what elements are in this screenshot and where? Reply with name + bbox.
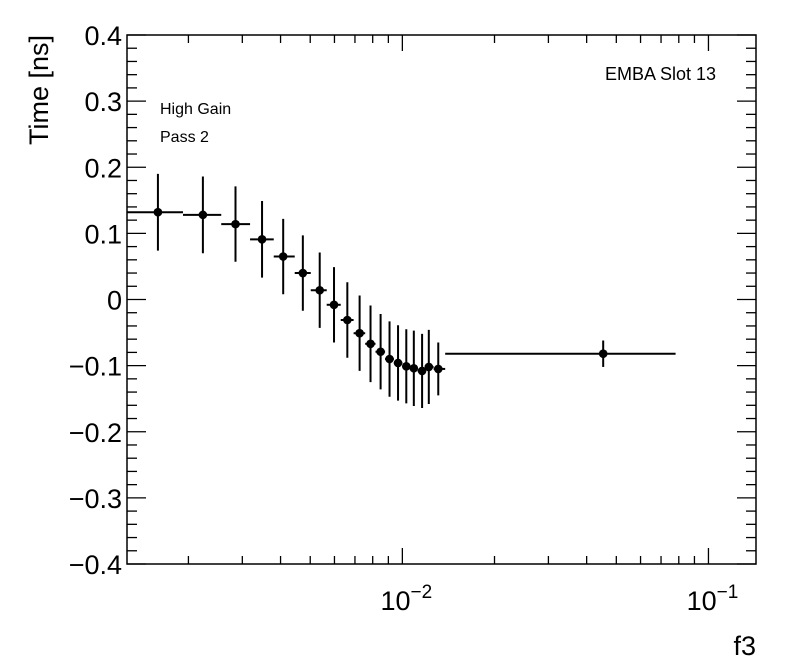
data-point [340,282,354,358]
point-marker [401,361,411,371]
data-point [417,333,427,408]
data-point [127,173,183,251]
point-marker [198,210,208,220]
y-tick-label: 0.4 [84,21,122,51]
point-marker [409,363,419,373]
data-point [409,330,419,406]
y-tick-label: −0.2 [69,418,122,448]
data-point [294,235,311,311]
y-axis-title: Time [ns] [24,35,54,145]
point-marker [343,315,352,325]
y-tick-label: 0.2 [84,153,122,183]
point-marker [298,268,308,278]
point-marker [278,252,288,261]
x-tick-label: 10−2 [381,582,433,616]
data-point [353,295,366,371]
data-point [310,252,327,328]
data-point [401,329,411,404]
y-tick-label: −0.1 [69,352,122,382]
y-tick-label: −0.3 [69,484,122,514]
point-marker [329,300,339,310]
data-point [385,321,394,397]
point-marker [231,219,240,229]
y-tick-label: 0.1 [84,219,122,249]
y-tick-labels: −0.4 −0.3 −0.2 −0.1 0 0.1 0.2 0.3 0.4 [69,21,122,580]
point-marker [376,347,385,357]
point-marker [355,328,364,338]
point-marker [385,354,394,364]
point-marker [598,349,608,359]
axis-ticks [127,34,756,565]
data-point [445,340,676,367]
x-tick-label: 10−1 [687,582,739,616]
point-marker [393,358,403,368]
point-marker [153,207,163,217]
x-axis-title: f3 [733,631,756,661]
point-marker [433,364,443,374]
point-marker [417,366,427,376]
data-point [375,314,386,390]
data-point [433,342,446,396]
y-tick-label: 0.3 [84,87,122,117]
point-marker [257,235,267,244]
data-point [424,329,434,404]
data-points [127,173,676,408]
slot-annotation: EMBA Slot 13 [605,64,716,84]
data-point [365,305,376,383]
point-marker [315,285,325,295]
point-marker [366,339,375,349]
data-point [393,325,403,401]
point-marker [424,362,434,372]
y-tick-label: −0.4 [69,550,122,580]
gain-annotation: High Gain [160,101,231,118]
pass-annotation: Pass 2 [160,129,209,146]
data-point [326,267,341,343]
data-point [221,186,251,262]
y-tick-label: 0 [107,286,122,316]
data-point [250,200,274,278]
data-point [182,176,222,254]
x-tick-labels: 10−2 10−1 [381,582,739,616]
data-point [273,218,295,295]
